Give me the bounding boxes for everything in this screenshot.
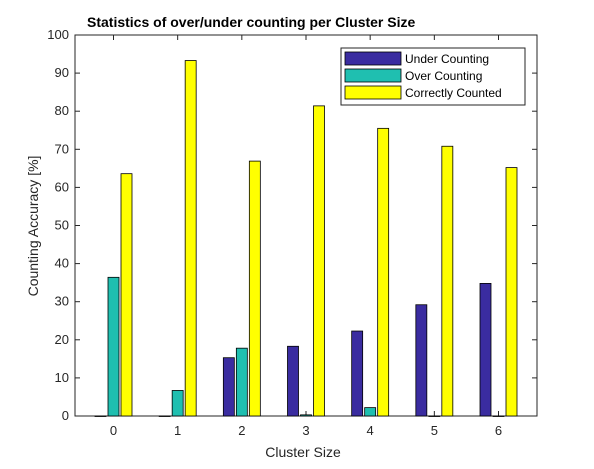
bar <box>428 415 441 417</box>
y-tick-label: 10 <box>55 370 69 385</box>
y-tick-label: 20 <box>55 332 69 347</box>
legend-swatch <box>344 85 402 100</box>
bar <box>184 60 197 417</box>
y-tick-label: 90 <box>55 65 69 80</box>
bar <box>107 276 120 417</box>
y-tick-label: 50 <box>55 218 69 233</box>
bar <box>248 160 261 417</box>
bar <box>94 415 107 417</box>
x-tick-label: 0 <box>110 423 117 438</box>
legend-label: Under Counting <box>405 52 489 66</box>
bar <box>351 330 364 417</box>
bar <box>287 345 299 417</box>
y-tick-label: 100 <box>47 27 69 42</box>
bar <box>492 415 505 417</box>
bar <box>364 407 377 417</box>
y-tick-label: 80 <box>55 103 69 118</box>
x-tick-label: 1 <box>174 423 181 438</box>
legend-swatch <box>344 51 402 66</box>
y-axis-title: Counting Accuracy [%] <box>25 156 41 297</box>
bar <box>505 167 518 417</box>
x-axis-title: Cluster Size <box>265 444 341 460</box>
x-tick-label: 6 <box>495 423 502 438</box>
bar <box>441 145 454 417</box>
bar <box>415 304 428 417</box>
x-tick-label: 5 <box>431 423 438 438</box>
bar <box>479 283 492 417</box>
bar <box>222 357 235 417</box>
legend: Under Counting Over Counting Correctly Cou… <box>340 47 526 106</box>
legend-label: Over Counting <box>405 69 482 83</box>
legend-swatch <box>344 68 402 83</box>
legend-label: Correctly Counted <box>405 86 502 100</box>
y-tick-label: 0 <box>62 408 69 423</box>
chart-title: Statistics of over/under counting per Cl… <box>87 14 415 30</box>
x-tick-label: 4 <box>367 423 374 438</box>
bar <box>313 105 325 417</box>
x-tick-label: 2 <box>238 423 245 438</box>
y-tick-label: 70 <box>55 141 69 156</box>
bar <box>158 415 171 417</box>
bar <box>300 414 312 417</box>
bar <box>120 173 133 417</box>
y-tick-label: 60 <box>55 179 69 194</box>
x-tick-label: 3 <box>302 423 309 438</box>
bar <box>235 347 248 417</box>
y-tick-label: 30 <box>55 294 69 309</box>
plot-area: 0 10 20 30 40 50 60 70 80 90 100 0 1 2 3 4 5 6 <box>47 27 538 438</box>
y-tick-label: 40 <box>55 256 69 271</box>
bar <box>171 390 184 417</box>
bar <box>377 127 390 417</box>
